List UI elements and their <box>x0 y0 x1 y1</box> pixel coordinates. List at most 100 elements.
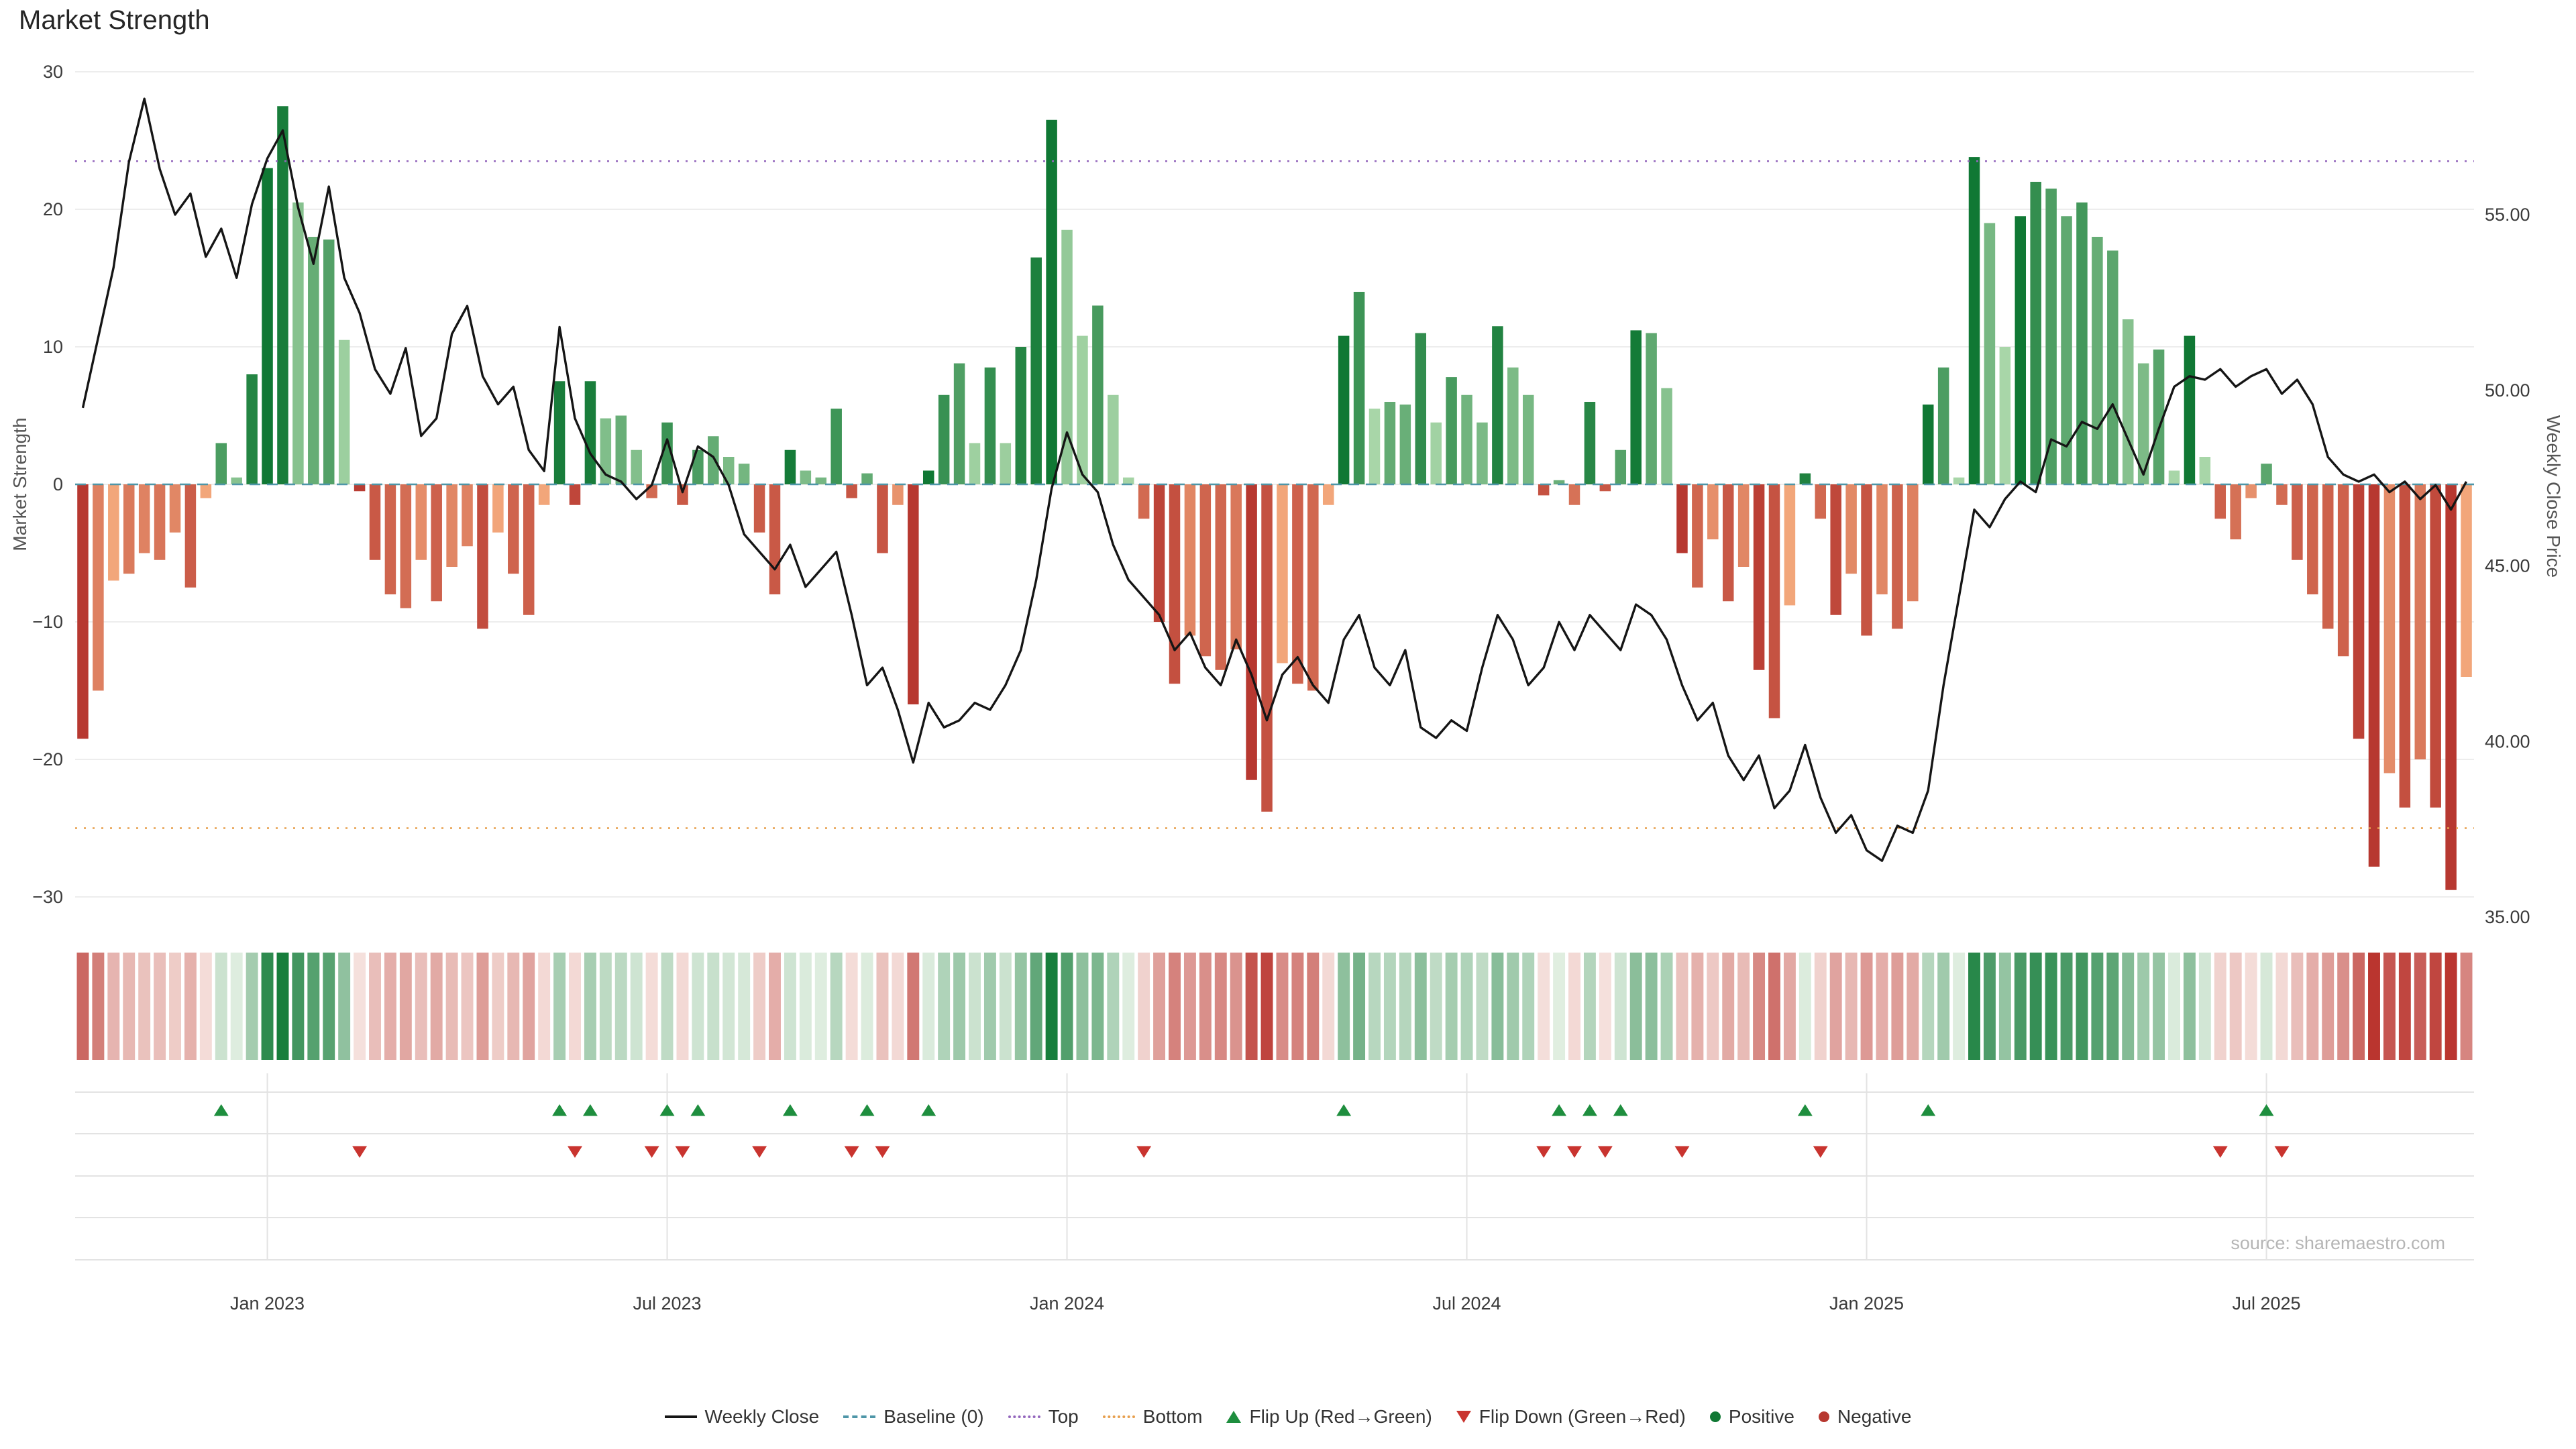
strength-bar <box>2107 250 2118 484</box>
strength-bar <box>600 418 612 484</box>
strength-bar <box>138 484 150 553</box>
flip-up-icon <box>659 1104 675 1116</box>
heatmap-cell <box>1983 953 1996 1060</box>
dashed-line-swatch-icon <box>843 1415 876 1418</box>
heatmap-cell <box>2398 953 2411 1060</box>
strength-bar <box>2045 189 2057 484</box>
heatmap-cell <box>1707 953 1719 1060</box>
strength-bar <box>1999 347 2011 484</box>
strength-bar <box>462 484 473 547</box>
heatmap-cell <box>1953 953 1966 1060</box>
strength-bar <box>2168 470 2180 484</box>
strength-bar <box>1861 484 1872 636</box>
heatmap-cell <box>1414 953 1427 1060</box>
heatmap-cell <box>430 953 443 1060</box>
strength-bar <box>2337 484 2349 657</box>
heatmap-cell <box>1030 953 1042 1060</box>
strength-bar <box>738 464 750 484</box>
heatmap-cell <box>1399 953 1411 1060</box>
strength-bar <box>77 484 89 739</box>
heatmap-cell <box>1968 953 1980 1060</box>
strength-bar <box>246 374 258 484</box>
heatmap-cell <box>1107 953 1120 1060</box>
strength-bar <box>1538 484 1550 496</box>
flip-down-icon <box>675 1146 690 1158</box>
flip-down-icon <box>1597 1146 1613 1158</box>
right-axis-tick-label: 55.00 <box>2485 205 2530 225</box>
flip-up-markers <box>213 1104 2274 1116</box>
strength-bar <box>1384 402 1396 484</box>
strength-bar <box>1692 484 1703 588</box>
strength-bar <box>354 484 366 492</box>
strength-bar <box>154 484 166 560</box>
heatmap-cell <box>661 953 674 1060</box>
heatmap-cell <box>1153 953 1166 1060</box>
heatmap-cell <box>2060 953 2073 1060</box>
heatmap-cell <box>769 953 781 1060</box>
strength-bar <box>2137 363 2149 484</box>
strength-bar <box>815 477 827 484</box>
flip-down-icon <box>844 1146 859 1158</box>
strength-heatmap-strip <box>76 953 2473 1060</box>
marker-panel-grid <box>75 1073 2474 1260</box>
heatmap-cell <box>292 953 305 1060</box>
strength-bar <box>1092 305 1104 484</box>
strength-bar <box>722 457 735 484</box>
heatmap-cell <box>169 953 181 1060</box>
strength-bar <box>1815 484 1827 519</box>
heatmap-cell <box>507 953 520 1060</box>
heatmap-cell <box>2445 953 2457 1060</box>
left-axis-tick-label: 20 <box>43 199 63 219</box>
heatmap-cell <box>2106 953 2119 1060</box>
strength-bar <box>2230 484 2241 539</box>
heatmap-cell <box>2337 953 2350 1060</box>
heatmap-cell <box>2414 953 2426 1060</box>
strength-bar <box>1722 484 1734 602</box>
strength-bar <box>1646 333 1657 484</box>
dot-swatch-icon <box>1709 1411 1721 1422</box>
right-axis-tick-label: 45.00 <box>2485 556 2530 576</box>
left-tick-labels: 30 20 10 0 −10 −20 −30 <box>32 62 63 907</box>
heatmap-cell <box>2122 953 2135 1060</box>
legend-label: Top <box>1048 1406 1079 1427</box>
strength-bar <box>784 449 796 484</box>
strength-bar <box>2445 484 2457 890</box>
x-axis-tick-label: Jan 2025 <box>1829 1293 1904 1313</box>
strength-bar <box>508 484 519 574</box>
heatmap-cell <box>523 953 535 1060</box>
heatmap-cell <box>2322 953 2334 1060</box>
legend-label: Flip Down (Green→Red) <box>1479 1406 1686 1427</box>
strength-bar <box>1892 484 1903 629</box>
heatmap-cell <box>830 953 843 1060</box>
heatmap-cell <box>845 953 858 1060</box>
flip-up-icon <box>1552 1104 1567 1116</box>
strength-bar <box>2245 484 2257 498</box>
weekly-close-line <box>81 97 2467 862</box>
strength-bar <box>1584 402 1596 484</box>
heatmap-cell <box>1737 953 1750 1060</box>
flip-down-icon <box>2212 1146 2228 1158</box>
heatmap-cell <box>1937 953 1950 1060</box>
heatmap-cell <box>1907 953 1919 1060</box>
strength-bar <box>292 202 304 484</box>
strength-bar <box>2322 484 2334 629</box>
strength-bar <box>1461 394 1472 484</box>
heatmap-cell <box>1260 953 1273 1060</box>
flip-up-icon <box>859 1104 875 1116</box>
heatmap-cell <box>399 953 412 1060</box>
heatmap-cell <box>953 953 966 1060</box>
heatmap-cell <box>2183 953 2196 1060</box>
strength-bar <box>169 484 181 533</box>
strength-bar <box>553 381 566 484</box>
strength-bar <box>2214 484 2226 519</box>
strength-bar <box>1876 484 1888 594</box>
heatmap-cell <box>707 953 720 1060</box>
flip-down-icon <box>1567 1146 1582 1158</box>
strength-bar <box>830 409 842 484</box>
strength-bar <box>1707 484 1719 539</box>
flip-down-icon <box>352 1146 368 1158</box>
heatmap-cell <box>1768 953 1780 1060</box>
heatmap-cell <box>2383 953 2396 1060</box>
legend-item-flip-down-green-red-: Flip Down (Green→Red) <box>1456 1406 1686 1428</box>
strength-bar <box>2184 335 2196 484</box>
